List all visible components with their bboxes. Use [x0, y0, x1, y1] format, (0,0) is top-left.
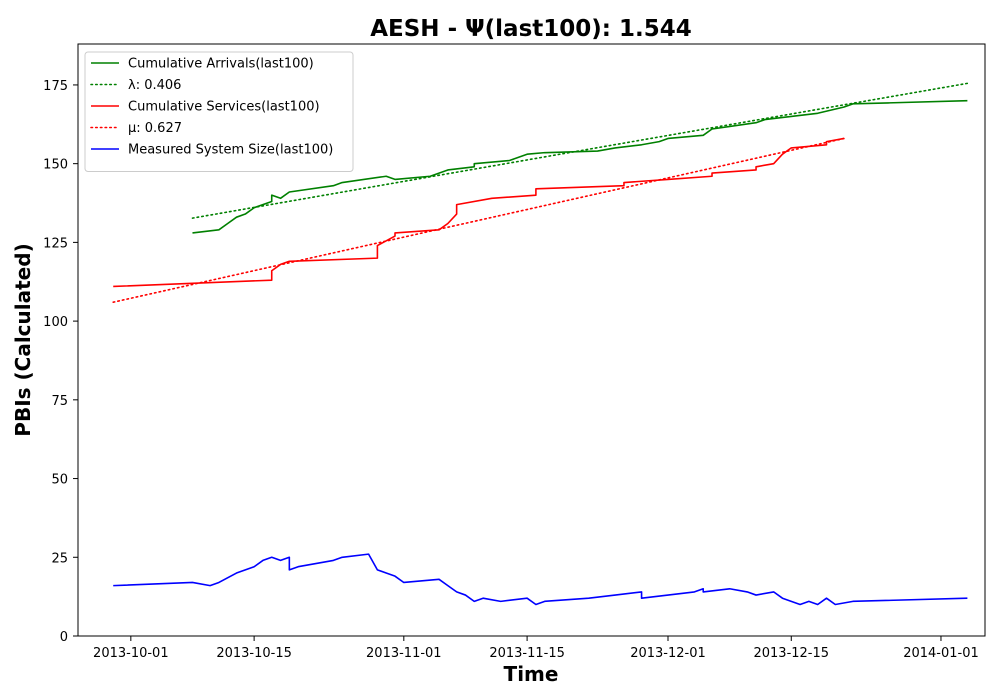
- legend-box: [84, 51, 354, 172]
- series-line-2-cumulative-services-last100: [113, 137, 845, 288]
- plot-frame: [77, 43, 986, 637]
- y-tick-label: 0: [60, 630, 68, 645]
- x-tick-label: 2013-11-15: [489, 646, 565, 661]
- legend-label: Measured System Size(last100): [128, 143, 333, 158]
- y-tick-label: 25: [51, 551, 68, 566]
- y-tick-label: 100: [43, 315, 68, 330]
- series-line-1-0-406: [191, 82, 969, 219]
- x-tick-label: 2013-11-01: [366, 646, 442, 661]
- x-tick-label: 2014-01-01: [903, 646, 979, 661]
- x-tick-label: 2013-12-15: [753, 646, 829, 661]
- x-tick-label: 2013-10-01: [93, 646, 169, 661]
- y-tick-label: 150: [43, 158, 68, 173]
- series-line-4-measured-system-size-last100: [113, 553, 968, 606]
- legend-label: Cumulative Arrivals(last100): [128, 57, 314, 72]
- y-tick-label: 50: [51, 473, 68, 488]
- legend-label: λ: 0.406: [128, 78, 181, 93]
- y-tick-label: 125: [43, 236, 68, 251]
- x-tick-label: 2013-12-01: [630, 646, 706, 661]
- legend-label: μ: 0.627: [128, 121, 182, 136]
- legend: Cumulative Arrivals(last100) λ: 0.406 Cumu…: [84, 51, 354, 172]
- series-layer: [112, 82, 969, 606]
- legend-label: Cumulative Services(last100): [128, 100, 320, 115]
- series-line-0-cumulative-arrivals-last100: [192, 99, 968, 234]
- y-axis-title: PBIs (Calculated): [11, 243, 35, 436]
- y-tick-label: 175: [43, 79, 68, 94]
- y-tick-label: 75: [51, 394, 68, 409]
- x-tick-label: 2013-10-15: [216, 646, 292, 661]
- x-axis-title: Time: [504, 662, 559, 686]
- chart-title: AESH - Ψ(last100): 1.544: [370, 16, 692, 42]
- axes-layer: 2013-10-01 2013-10-15 2013-11-01 2013-11-15…: [43, 79, 979, 661]
